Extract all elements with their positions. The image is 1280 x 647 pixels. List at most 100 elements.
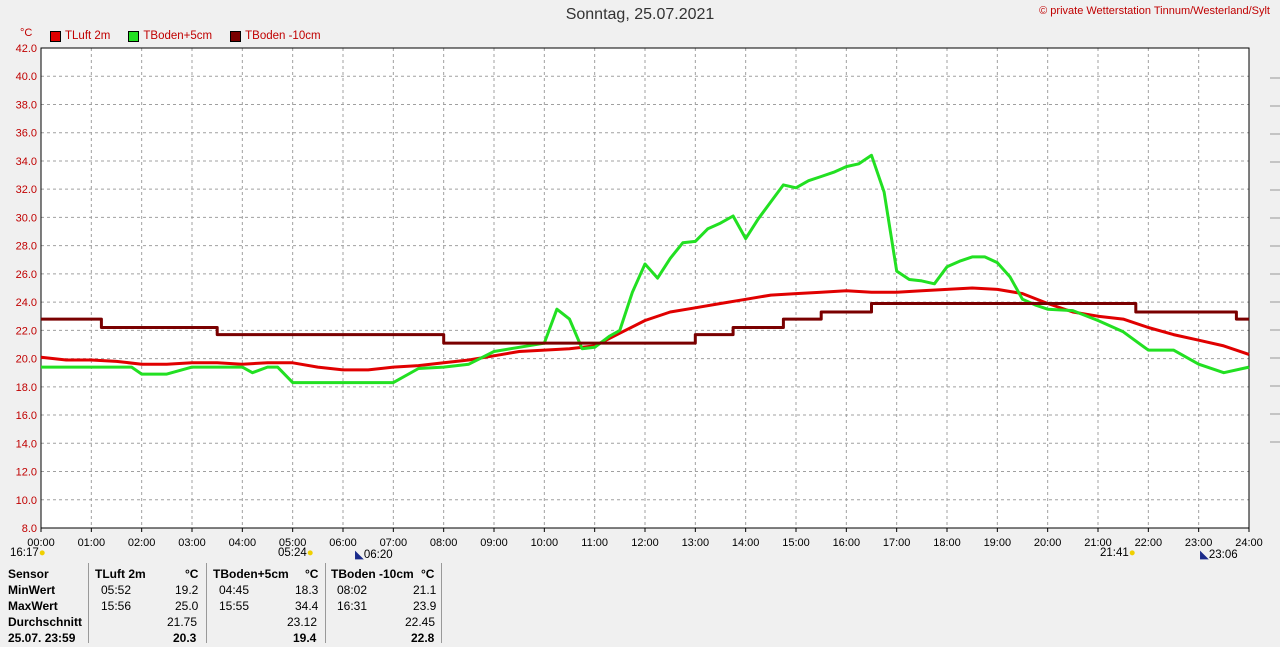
x-tick-label: 11:00 — [581, 537, 608, 549]
y-axis-unit: °C — [20, 27, 33, 39]
plot-frame — [40, 47, 1250, 529]
stats-value: 22.8 — [411, 631, 435, 645]
y-tick-label: 24.0 — [16, 297, 37, 309]
stats-label-column: Sensor MinWert MaxWert Durchschnitt 25.0… — [8, 563, 93, 645]
legend-item-tluft: TLuft 2m — [50, 30, 110, 42]
x-tick-label: 24:00 — [1235, 537, 1263, 549]
chart-title: Sonntag, 25.07.2021 — [565, 6, 715, 23]
legend: TLuft 2m TBoden+5cm TBoden -10cm — [50, 30, 321, 42]
stats-value: 21.75 — [167, 615, 198, 629]
stats-value: 19.4 — [293, 631, 317, 645]
y-tick-label: 14.0 — [16, 438, 37, 450]
copyright-text: © private Wetterstation Tinnum/Westerlan… — [1039, 5, 1270, 17]
sun-event-label: 05:24● — [278, 547, 314, 559]
y-tick-label: 12.0 — [16, 467, 37, 479]
x-tick-label: 19:00 — [984, 537, 1012, 549]
series-line-1 — [41, 153, 1250, 385]
y-tick-label: 10.0 — [16, 495, 37, 507]
stats-header: TBoden -10cm — [331, 567, 414, 581]
stats-time: 08:02 — [337, 583, 368, 597]
sun-icon: ● — [306, 547, 314, 559]
stats-row-label: 25.07. 23:59 — [8, 631, 76, 645]
legend-swatch-tboden5 — [128, 30, 140, 42]
stats-column-tboden5: TBoden+5cm °C 04:45 18.3 15:55 34.4 23.1… — [213, 563, 325, 645]
stats-value: 20.3 — [173, 631, 197, 645]
x-tick-label: 17:00 — [883, 537, 911, 549]
x-tick-label: 23:00 — [1185, 537, 1213, 549]
x-tick-label: 12:00 — [631, 537, 659, 549]
sun-event-label: 21:41● — [1100, 547, 1136, 559]
stats-time: 16:31 — [337, 599, 368, 613]
legend-item-tboden10: TBoden -10cm — [230, 30, 321, 42]
x-tick-label: 08:00 — [430, 537, 458, 549]
x-tick-label: 04:00 — [229, 537, 257, 549]
stats-header-unit: °C — [305, 567, 319, 581]
stats-time: 05:52 — [101, 583, 132, 597]
stats-header-sensor: Sensor — [8, 567, 49, 581]
x-tick-label: 09:00 — [480, 537, 508, 549]
x-tick-label: 01:00 — [78, 537, 106, 549]
legend-item-tboden5: TBoden+5cm — [128, 30, 212, 42]
stats-column-tluft: TLuft 2m °C 05:52 19.2 15:56 25.0 21.75 … — [95, 563, 205, 645]
series-line-2 — [41, 302, 1249, 345]
y-tick-label: 28.0 — [16, 241, 37, 253]
stats-value: 21.1 — [413, 583, 437, 597]
chart-area: 8.0 10.0 12.0 14.0 16.0 18.0 20.0 22.0 24.0 26.0 2… — [16, 43, 1280, 549]
legend-label-tboden10: TBoden -10cm — [245, 30, 321, 42]
stats-separator — [441, 563, 442, 643]
stats-row-label: MinWert — [8, 583, 56, 597]
y-tick-label: 32.0 — [16, 184, 37, 196]
legend-swatch-tboden10 — [230, 30, 242, 42]
x-tick-label: 13:00 — [682, 537, 710, 549]
y-tick-label: 42.0 — [16, 43, 37, 55]
x-tick-label: 06:00 — [329, 537, 357, 549]
y-tick-label: 26.0 — [16, 269, 37, 281]
y-tick-label: 18.0 — [16, 382, 37, 394]
stats-value: 23.12 — [287, 615, 318, 629]
stats-header-unit: °C — [185, 567, 199, 581]
stats-row-label: MaxWert — [8, 599, 58, 613]
y-tick-label: 34.0 — [16, 156, 37, 168]
legend-label-tboden5: TBoden+5cm — [143, 30, 213, 42]
x-tick-label: 03:00 — [178, 537, 206, 549]
stats-value: 34.4 — [295, 599, 319, 613]
x-tick-label: 05:00 — [279, 537, 307, 549]
x-tick-label: 15:00 — [782, 537, 810, 549]
stats-time: 15:55 — [219, 599, 250, 613]
y-tick-label: 16.0 — [16, 410, 37, 422]
x-tick-label: 18:00 — [933, 537, 961, 549]
legend-swatch-tluft — [50, 30, 61, 42]
stats-value: 22.45 — [405, 615, 436, 629]
stats-value: 19.2 — [175, 583, 199, 597]
sun-event-label: ◣06:20 — [355, 549, 393, 561]
y-tick-label: 38.0 — [16, 99, 37, 111]
sun-icon: ● — [1128, 547, 1136, 559]
stats-value: 23.9 — [413, 599, 437, 613]
x-tick-label: 16:00 — [833, 537, 861, 549]
stats-value: 25.0 — [175, 599, 199, 613]
x-tick-label: 00:00 — [27, 537, 55, 549]
stats-time: 15:56 — [101, 599, 132, 613]
x-tick-label: 02:00 — [128, 537, 156, 549]
stats-separator — [206, 563, 207, 643]
legend-label-tluft: TLuft 2m — [65, 30, 111, 42]
moon-icon: ◣ — [355, 549, 364, 561]
y-tick-label: 22.0 — [16, 325, 37, 337]
x-tick-label: 22:00 — [1135, 537, 1163, 549]
stats-value: 18.3 — [295, 583, 319, 597]
stats-column-tboden10: TBoden -10cm °C 08:02 21.1 16:31 23.9 22… — [331, 563, 443, 645]
x-tick-label: 14:00 — [732, 537, 760, 549]
sun-event-label: 16:17● — [10, 547, 46, 559]
moon-icon: ◣ — [1200, 549, 1209, 561]
x-tick-label: 21:00 — [1084, 537, 1112, 549]
x-tick-label: 10:00 — [531, 537, 559, 549]
y-tick-label: 36.0 — [16, 128, 37, 140]
stats-separator — [325, 563, 326, 643]
stats-header-unit: °C — [421, 567, 435, 581]
y-tick-label: 20.0 — [16, 354, 37, 366]
x-tick-label: 20:00 — [1034, 537, 1062, 549]
x-tick-label: 07:00 — [380, 537, 408, 549]
stats-header: TLuft 2m — [95, 567, 146, 581]
y-tick-label: 8.0 — [22, 523, 37, 535]
sun-event-label: ◣23:06 — [1200, 549, 1238, 561]
